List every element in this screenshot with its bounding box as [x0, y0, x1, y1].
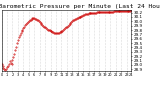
Title: Milwaukee Barometric Pressure per Minute (Last 24 Hours): Milwaukee Barometric Pressure per Minute…: [0, 4, 160, 9]
